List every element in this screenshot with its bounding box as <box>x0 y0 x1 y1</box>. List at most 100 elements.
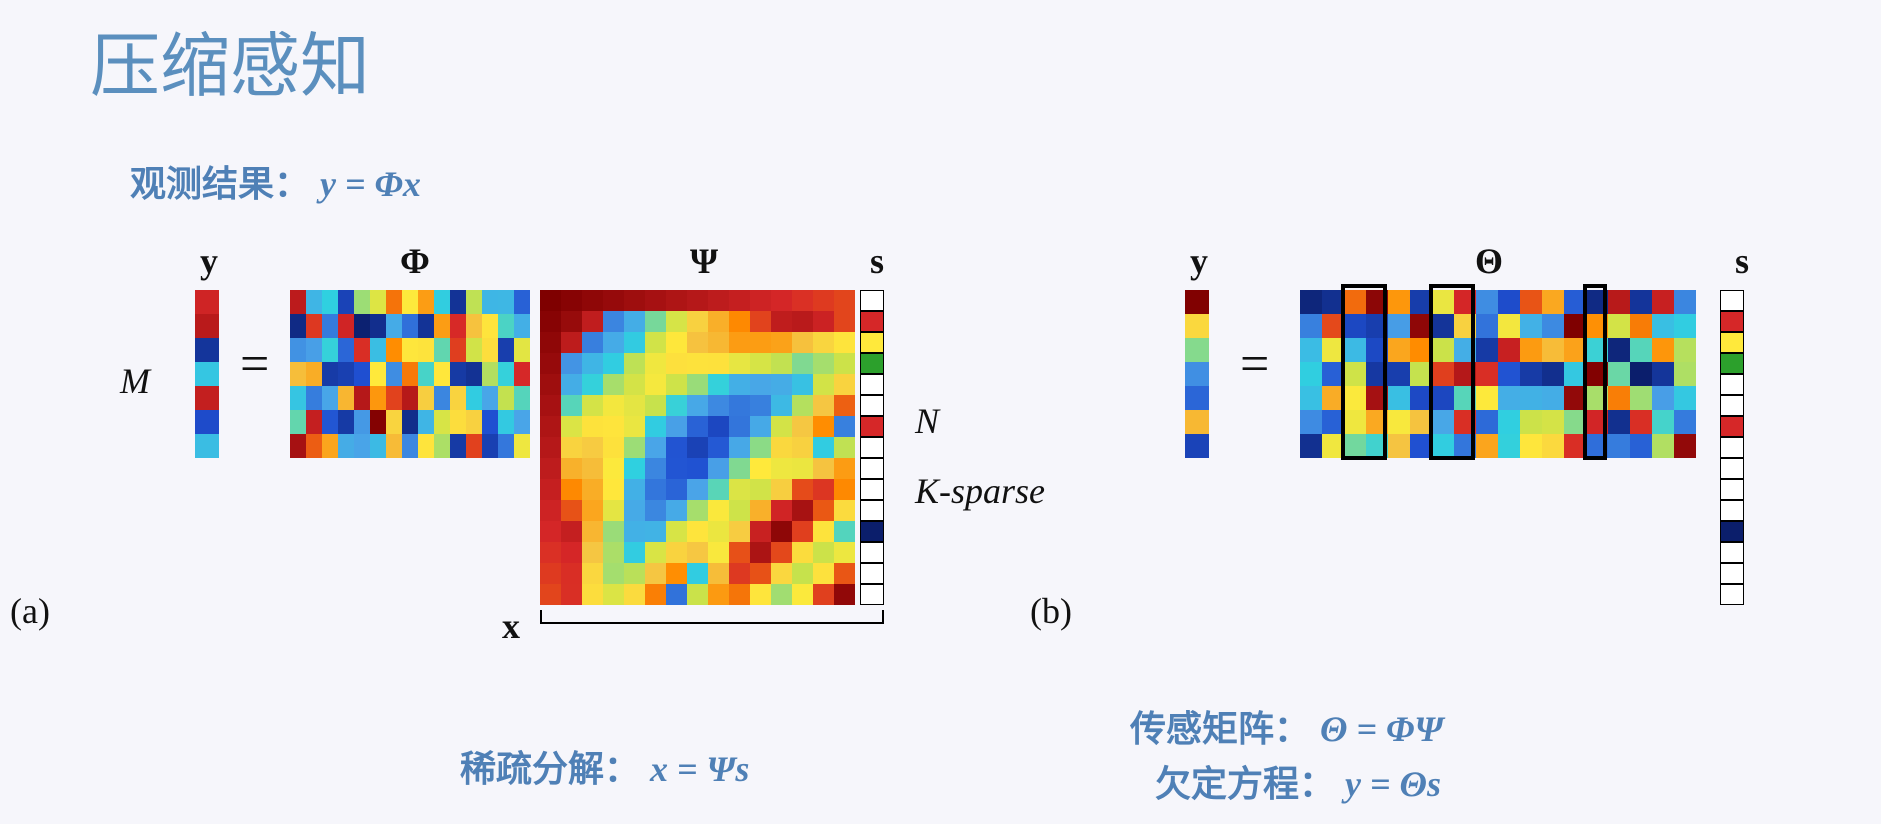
matrix-cell <box>1720 542 1744 563</box>
matrix-cell <box>687 353 708 374</box>
matrix-cell <box>708 521 729 542</box>
matrix-cell <box>1652 434 1674 458</box>
matrix-cell <box>1185 434 1209 458</box>
matrix-cell <box>1322 410 1344 434</box>
bracket-x <box>540 610 884 624</box>
matrix-cell <box>514 410 530 434</box>
matrix-cell <box>792 584 813 605</box>
matrix-cell <box>624 500 645 521</box>
matrix-cell <box>482 362 498 386</box>
matrix-cell <box>687 584 708 605</box>
matrix-cell <box>603 500 624 521</box>
matrix-cell <box>708 332 729 353</box>
matrix-cell <box>418 314 434 338</box>
matrix-cell <box>708 542 729 563</box>
matrix-cell <box>834 563 855 584</box>
matrix-cell <box>1720 332 1744 353</box>
matrix-cell <box>771 374 792 395</box>
matrix-cell <box>322 386 338 410</box>
matrix-cell <box>1185 314 1209 338</box>
matrix-cell <box>1586 434 1608 458</box>
matrix-cell <box>1410 362 1432 386</box>
matrix-cell <box>834 332 855 353</box>
matrix-cell <box>370 314 386 338</box>
matrix-cell <box>1300 314 1322 338</box>
matrix-cell <box>645 584 666 605</box>
matrix-cell <box>1720 584 1744 605</box>
matrix-cell <box>561 521 582 542</box>
matrix-cell <box>1720 521 1744 542</box>
matrix-cell <box>354 290 370 314</box>
matrix-cell <box>750 542 771 563</box>
matrix-cell <box>418 290 434 314</box>
matrix-cell <box>1520 290 1542 314</box>
matrix-cell <box>582 374 603 395</box>
matrix-cell <box>338 410 354 434</box>
matrix-cell <box>729 479 750 500</box>
matrix-cell <box>1630 410 1652 434</box>
matrix-cell <box>1586 410 1608 434</box>
matrix-cell <box>498 386 514 410</box>
matrix-cell <box>1608 338 1630 362</box>
matrix-cell <box>514 290 530 314</box>
matrix-cell <box>603 374 624 395</box>
matrix-cell <box>514 386 530 410</box>
matrix-cell <box>1300 290 1322 314</box>
matrix-cell <box>1344 386 1366 410</box>
matrix-cell <box>666 479 687 500</box>
matrix-cell <box>771 584 792 605</box>
matrix-cell <box>322 410 338 434</box>
matrix-cell <box>624 458 645 479</box>
matrix-cell <box>834 374 855 395</box>
matrix-cell <box>561 458 582 479</box>
matrix-cell <box>666 437 687 458</box>
matrix-cell <box>708 290 729 311</box>
matrix-cell <box>540 395 561 416</box>
matrix-cell <box>1520 362 1542 386</box>
matrix-cell <box>561 416 582 437</box>
matrix-cell <box>687 311 708 332</box>
matrix-cell <box>1608 410 1630 434</box>
matrix-cell <box>834 584 855 605</box>
matrix-cell <box>306 410 322 434</box>
caption-under-cn: 欠定方程： <box>1155 763 1335 804</box>
matrix-cell <box>708 584 729 605</box>
matrix-s-a <box>860 290 884 605</box>
matrix-cell <box>290 290 306 314</box>
matrix-cell <box>466 290 482 314</box>
matrix-cell <box>666 311 687 332</box>
matrix-cell <box>1366 338 1388 362</box>
matrix-cell <box>1498 410 1520 434</box>
matrix-cell <box>1388 410 1410 434</box>
matrix-cell <box>498 434 514 458</box>
matrix-cell <box>687 479 708 500</box>
matrix-cell <box>1432 290 1454 314</box>
matrix-cell <box>708 458 729 479</box>
matrix-cell <box>290 338 306 362</box>
matrix-cell <box>370 338 386 362</box>
matrix-cell <box>466 386 482 410</box>
matrix-cell <box>482 290 498 314</box>
matrix-cell <box>1366 410 1388 434</box>
matrix-cell <box>434 314 450 338</box>
matrix-cell <box>1498 362 1520 386</box>
matrix-cell <box>322 314 338 338</box>
matrix-cell <box>813 521 834 542</box>
matrix-cell <box>498 410 514 434</box>
matrix-cell <box>1498 434 1520 458</box>
matrix-cell <box>1476 410 1498 434</box>
matrix-cell <box>354 410 370 434</box>
matrix-cell <box>498 338 514 362</box>
matrix-cell <box>813 332 834 353</box>
matrix-cell <box>561 563 582 584</box>
matrix-cell <box>860 311 884 332</box>
matrix-cell <box>434 290 450 314</box>
matrix-cell <box>540 416 561 437</box>
matrix-cell <box>338 314 354 338</box>
matrix-cell <box>322 362 338 386</box>
matrix-cell <box>540 500 561 521</box>
matrix-cell <box>1322 290 1344 314</box>
matrix-cell <box>1720 416 1744 437</box>
matrix-cell <box>338 338 354 362</box>
matrix-cell <box>624 353 645 374</box>
